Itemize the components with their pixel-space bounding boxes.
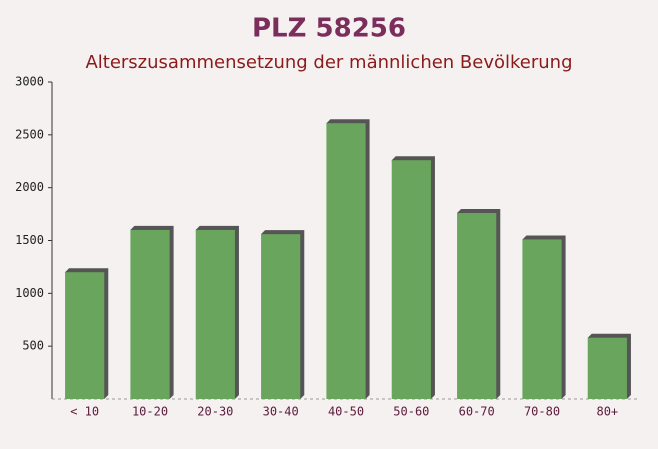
bar <box>130 229 170 399</box>
x-tick-label: 50-60 <box>393 405 429 419</box>
bar <box>326 123 366 400</box>
y-tick-label: 500 <box>22 339 44 353</box>
bar <box>65 272 105 399</box>
chart-subtitle: Alterszusammensetzung der männlichen Bev… <box>85 52 572 73</box>
bar <box>195 229 235 399</box>
chart-title: PLZ 58256 <box>252 14 406 44</box>
x-tick-label: 70-80 <box>524 405 560 419</box>
y-tick-label: 3000 <box>15 75 44 89</box>
x-tick-label: 60-70 <box>459 405 495 419</box>
bar <box>457 213 497 399</box>
y-tick-label: 1500 <box>15 233 44 247</box>
y-tick-label: 1000 <box>15 286 44 300</box>
bar <box>261 234 301 399</box>
bar <box>587 337 627 399</box>
x-tick-label: 40-50 <box>328 405 364 419</box>
bar <box>391 160 431 399</box>
x-tick-label: 20-30 <box>197 405 233 419</box>
x-tick-label: < 10 <box>70 405 99 419</box>
x-tick-label: 80+ <box>596 405 618 419</box>
x-tick-label: 30-40 <box>263 405 299 419</box>
x-tick-label: 10-20 <box>132 405 168 419</box>
y-tick-label: 2500 <box>15 127 44 141</box>
bar <box>522 239 562 399</box>
y-tick-label: 2000 <box>15 180 44 194</box>
